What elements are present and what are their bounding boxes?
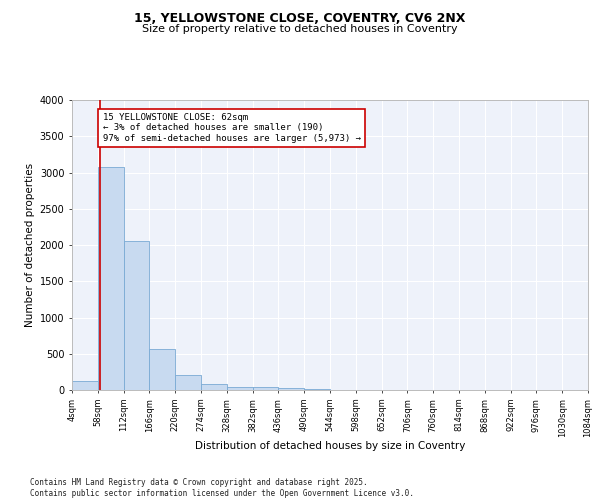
Bar — [175, 375, 201, 390]
Bar — [98, 166, 124, 390]
Text: 15, YELLOWSTONE CLOSE, COVENTRY, CV6 2NX: 15, YELLOWSTONE CLOSE, COVENTRY, CV6 2NX — [134, 12, 466, 26]
Bar — [278, 388, 304, 390]
Text: Size of property relative to detached houses in Coventry: Size of property relative to detached ho… — [142, 24, 458, 34]
Y-axis label: Number of detached properties: Number of detached properties — [25, 163, 35, 327]
Bar — [227, 386, 253, 390]
X-axis label: Distribution of detached houses by size in Coventry: Distribution of detached houses by size … — [195, 441, 465, 451]
Bar — [201, 384, 227, 390]
Text: Contains HM Land Registry data © Crown copyright and database right 2025.
Contai: Contains HM Land Registry data © Crown c… — [30, 478, 414, 498]
Bar — [72, 380, 98, 390]
Bar — [149, 348, 175, 390]
Text: 15 YELLOWSTONE CLOSE: 62sqm
← 3% of detached houses are smaller (190)
97% of sem: 15 YELLOWSTONE CLOSE: 62sqm ← 3% of deta… — [103, 113, 361, 143]
Bar — [124, 240, 149, 390]
Bar — [253, 387, 278, 390]
